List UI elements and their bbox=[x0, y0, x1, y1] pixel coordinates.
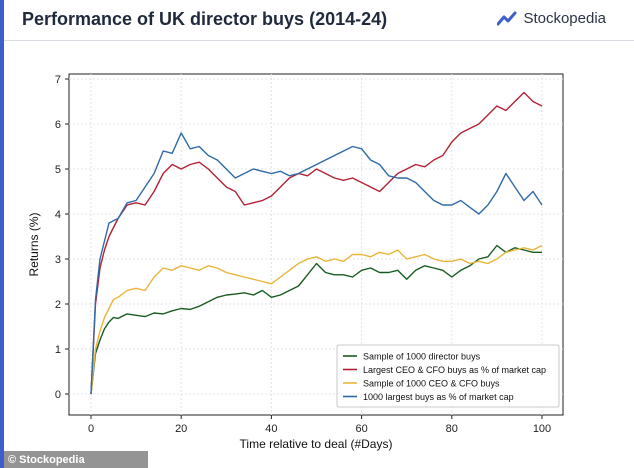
legend-label: Sample of 1000 director buys bbox=[363, 352, 481, 362]
brand-name: Stockopedia bbox=[523, 10, 606, 27]
legend-label: Largest CEO & CFO buys as % of market ca… bbox=[363, 365, 546, 375]
series-line-4 bbox=[90, 132, 543, 395]
x-tick-label: 100 bbox=[533, 423, 551, 435]
y-tick-label: 2 bbox=[55, 299, 61, 311]
x-tick-label: 0 bbox=[88, 423, 94, 435]
watermark-text: © Stockopedia bbox=[8, 453, 85, 466]
y-tick-label: 5 bbox=[55, 164, 61, 176]
x-axis-label: Time relative to deal (#Days) bbox=[240, 437, 393, 451]
legend-label: Sample of 1000 CEO & CFO buys bbox=[363, 379, 500, 389]
header: Performance of UK director buys (2014-24… bbox=[4, 0, 634, 41]
legend-label: 1000 largest buys as % of market cap bbox=[363, 392, 514, 402]
y-tick-label: 7 bbox=[55, 74, 61, 86]
page-title: Performance of UK director buys (2014-24… bbox=[22, 9, 388, 29]
series-line-3 bbox=[90, 244, 543, 395]
y-axis-label: Returns (%) bbox=[27, 212, 41, 276]
watermark: © Stockopedia bbox=[4, 451, 148, 468]
stockopedia-logo-icon bbox=[497, 11, 517, 25]
series-line-2 bbox=[90, 91, 543, 395]
x-tick-label: 60 bbox=[355, 423, 367, 435]
x-tick-label: 40 bbox=[265, 423, 277, 435]
y-tick-label: 1 bbox=[55, 344, 61, 356]
y-tick-label: 3 bbox=[55, 254, 61, 266]
brand-logo: Stockopedia bbox=[497, 10, 606, 27]
y-tick-label: 6 bbox=[55, 119, 61, 131]
x-tick-label: 20 bbox=[175, 423, 187, 435]
y-tick-label: 0 bbox=[55, 389, 61, 401]
y-tick-label: 4 bbox=[55, 209, 61, 221]
series-line-1 bbox=[90, 244, 542, 395]
x-tick-label: 80 bbox=[446, 423, 458, 435]
legend bbox=[336, 344, 560, 408]
